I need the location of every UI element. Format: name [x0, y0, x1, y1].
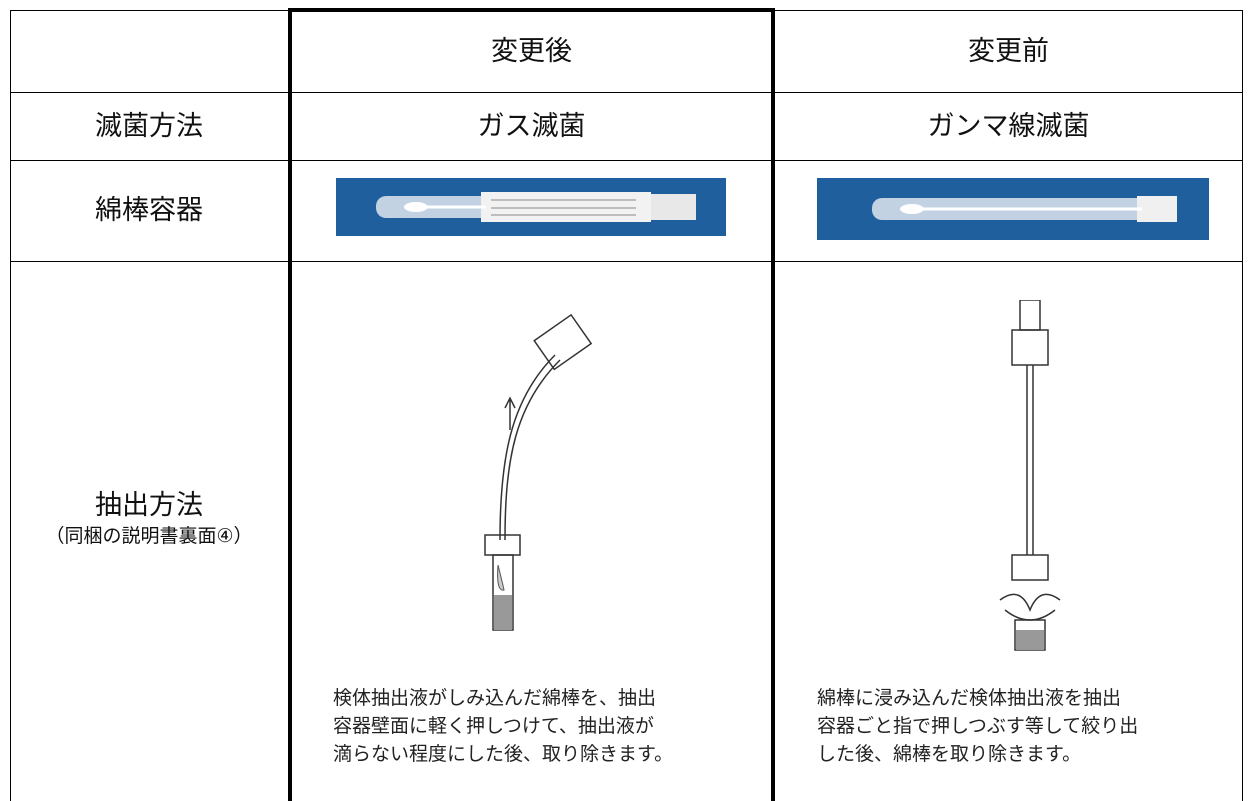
border: [288, 8, 292, 801]
row-label: 綿棒容器: [95, 195, 203, 226]
illustration: [999, 300, 1061, 651]
description: 綿棒に浸み込んだ検体抽出液を抽出 容器ごと指で押しつぶす等して絞り出 した後、綿…: [817, 684, 1138, 768]
text-line: 検体抽出液がしみ込んだ綿棒を、抽出: [333, 687, 657, 709]
illustration: [484, 313, 593, 631]
row-note: （同梱の説明書裏面④）: [45, 525, 253, 547]
header-cell: 変更後: [491, 36, 572, 67]
text-line: 容器壁面に軽く押しつけて、抽出液が: [333, 715, 654, 737]
swab-photo: [817, 178, 1209, 240]
row-label: 抽出方法: [95, 490, 203, 521]
cell: ガス滅菌: [477, 111, 586, 142]
border: [771, 8, 775, 801]
swab-photo: [336, 178, 726, 236]
text-line: 綿棒に浸み込んだ検体抽出液を抽出: [817, 687, 1122, 709]
border: [10, 160, 1243, 161]
row-label: 滅菌方法: [95, 111, 203, 142]
border: [1242, 10, 1243, 801]
border: [10, 10, 11, 801]
border: [288, 8, 775, 12]
text-line: した後、綿棒を取り除きます。: [817, 743, 1082, 765]
description: 検体抽出液がしみ込んだ綿棒を、抽出 容器壁面に軽く押しつけて、抽出液が 滴らない…: [333, 684, 673, 768]
header-cell: 変更前: [968, 36, 1049, 67]
border: [10, 261, 1243, 262]
border: [10, 92, 1243, 93]
text-line: 容器ごと指で押しつぶす等して絞り出: [817, 715, 1139, 737]
cell: ガンマ線滅菌: [927, 111, 1090, 142]
text-line: 滴らない程度にした後、取り除きます。: [333, 743, 674, 765]
